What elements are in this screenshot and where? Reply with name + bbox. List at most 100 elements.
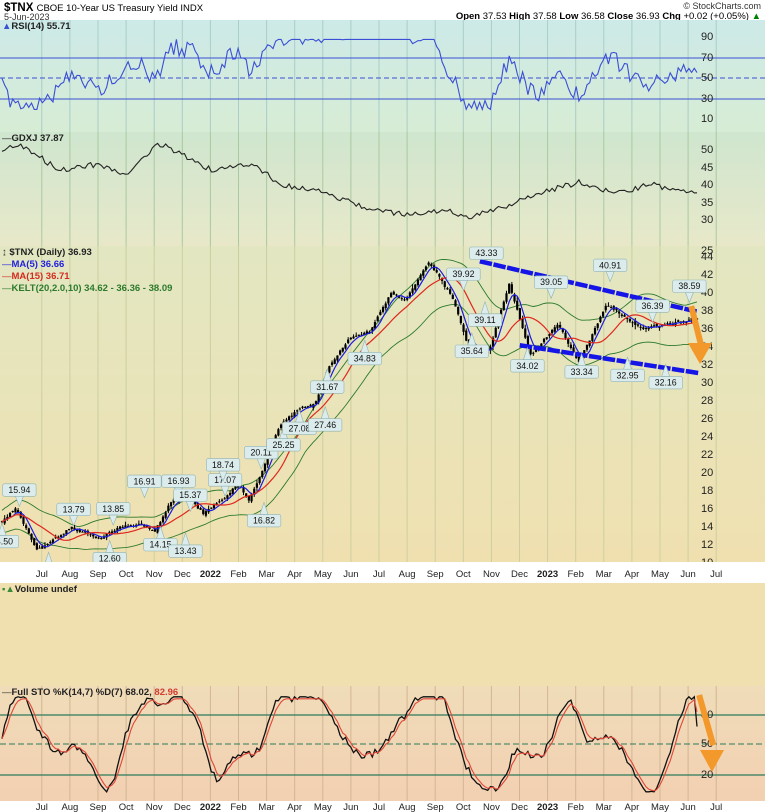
svg-text:13.43: 13.43: [174, 546, 196, 556]
svg-text:39.05: 39.05: [540, 277, 562, 287]
svg-text:Oct: Oct: [456, 569, 471, 580]
svg-text:22: 22: [701, 449, 713, 461]
svg-text:May: May: [314, 569, 332, 580]
svg-text:28: 28: [701, 395, 713, 407]
svg-text:Nov: Nov: [146, 802, 163, 812]
svg-text:14.15: 14.15: [149, 540, 171, 550]
svg-text:Mar: Mar: [258, 569, 274, 580]
svg-text:Nov: Nov: [483, 802, 500, 812]
svg-text:36.39: 36.39: [641, 301, 663, 311]
svg-text:27.08: 27.08: [288, 423, 310, 433]
svg-text:2022: 2022: [200, 569, 221, 580]
svg-text:Aug: Aug: [61, 569, 78, 580]
svg-text:Sep: Sep: [90, 802, 107, 812]
svg-text:May: May: [651, 802, 669, 812]
svg-text:Jul: Jul: [373, 569, 385, 580]
svg-text:15.37: 15.37: [179, 490, 201, 500]
svg-text:Oct: Oct: [456, 802, 471, 812]
svg-text:12.60: 12.60: [99, 554, 121, 562]
svg-text:26: 26: [701, 413, 713, 425]
svg-text:Dec: Dec: [174, 802, 191, 812]
svg-text:35.64: 35.64: [461, 346, 483, 356]
svg-text:2023: 2023: [537, 802, 558, 812]
svg-text:Aug: Aug: [399, 569, 416, 580]
svg-text:Oct: Oct: [119, 569, 134, 580]
svg-text:14: 14: [701, 521, 713, 533]
svg-text:Nov: Nov: [146, 569, 163, 580]
svg-text:Jul: Jul: [373, 802, 385, 812]
svg-text:30: 30: [701, 93, 713, 105]
svg-text:15.94: 15.94: [8, 485, 30, 495]
svg-text:Jul: Jul: [36, 569, 48, 580]
svg-text:12: 12: [701, 539, 713, 551]
svg-text:Apr: Apr: [625, 802, 640, 812]
svg-text:Aug: Aug: [61, 802, 78, 812]
svg-text:27.46: 27.46: [314, 420, 336, 430]
svg-text:Mar: Mar: [596, 802, 612, 812]
svg-text:34.83: 34.83: [354, 354, 376, 364]
svg-text:50: 50: [701, 144, 713, 156]
svg-text:Dec: Dec: [174, 569, 191, 580]
svg-text:Jun: Jun: [680, 569, 695, 580]
svg-text:33.34: 33.34: [571, 367, 593, 377]
svg-text:Feb: Feb: [230, 802, 246, 812]
svg-text:44: 44: [701, 251, 713, 263]
svg-text:43.33: 43.33: [475, 248, 497, 258]
svg-text:16: 16: [701, 503, 713, 515]
svg-text:Jul: Jul: [36, 802, 48, 812]
svg-text:May: May: [651, 569, 669, 580]
svg-text:40.91: 40.91: [599, 260, 621, 270]
svg-text:24: 24: [701, 431, 713, 443]
svg-text:Dec: Dec: [511, 802, 528, 812]
svg-text:Oct: Oct: [119, 802, 134, 812]
svg-text:38.59: 38.59: [678, 281, 700, 291]
svg-text:32.95: 32.95: [616, 370, 638, 380]
svg-text:10: 10: [701, 113, 713, 125]
svg-text:18.74: 18.74: [212, 460, 234, 470]
svg-text:70: 70: [701, 52, 713, 64]
svg-text:14.50: 14.50: [0, 537, 13, 547]
svg-text:Mar: Mar: [258, 802, 274, 812]
svg-text:Jun: Jun: [343, 569, 358, 580]
svg-text:May: May: [314, 802, 332, 812]
svg-text:Sep: Sep: [90, 569, 107, 580]
svg-text:Dec: Dec: [511, 569, 528, 580]
svg-text:42: 42: [701, 269, 713, 281]
svg-text:Jul: Jul: [710, 569, 722, 580]
svg-text:36: 36: [701, 323, 713, 335]
svg-text:34.02: 34.02: [516, 361, 538, 371]
svg-text:Mar: Mar: [596, 569, 612, 580]
svg-text:25.25: 25.25: [272, 440, 294, 450]
svg-text:Jun: Jun: [680, 802, 695, 812]
svg-text:Sep: Sep: [427, 569, 444, 580]
svg-text:32: 32: [701, 359, 713, 371]
svg-text:Apr: Apr: [625, 569, 640, 580]
svg-text:Jul: Jul: [710, 802, 722, 812]
svg-text:35: 35: [701, 197, 713, 209]
svg-text:Aug: Aug: [399, 802, 416, 812]
svg-text:2023: 2023: [537, 569, 558, 580]
svg-text:13.85: 13.85: [102, 504, 124, 514]
svg-text:Feb: Feb: [568, 569, 584, 580]
svg-text:16.91: 16.91: [133, 476, 155, 486]
svg-text:31.67: 31.67: [316, 382, 338, 392]
svg-text:Nov: Nov: [483, 569, 500, 580]
svg-text:Sep: Sep: [427, 802, 444, 812]
svg-text:39.11: 39.11: [474, 315, 495, 325]
svg-text:2022: 2022: [200, 802, 221, 812]
svg-text:50: 50: [701, 72, 713, 84]
svg-text:45: 45: [701, 162, 713, 174]
svg-text:18: 18: [701, 485, 713, 497]
svg-text:Jun: Jun: [343, 802, 358, 812]
svg-text:30: 30: [701, 214, 713, 226]
svg-text:32.16: 32.16: [655, 378, 677, 388]
svg-text:20: 20: [701, 467, 713, 479]
svg-text:40: 40: [701, 179, 713, 191]
svg-text:Apr: Apr: [287, 802, 302, 812]
svg-text:39.92: 39.92: [452, 269, 474, 279]
svg-text:38: 38: [701, 305, 713, 317]
svg-text:Feb: Feb: [568, 802, 584, 812]
svg-text:16.93: 16.93: [167, 476, 189, 486]
svg-text:Apr: Apr: [287, 569, 302, 580]
svg-text:Feb: Feb: [230, 569, 246, 580]
